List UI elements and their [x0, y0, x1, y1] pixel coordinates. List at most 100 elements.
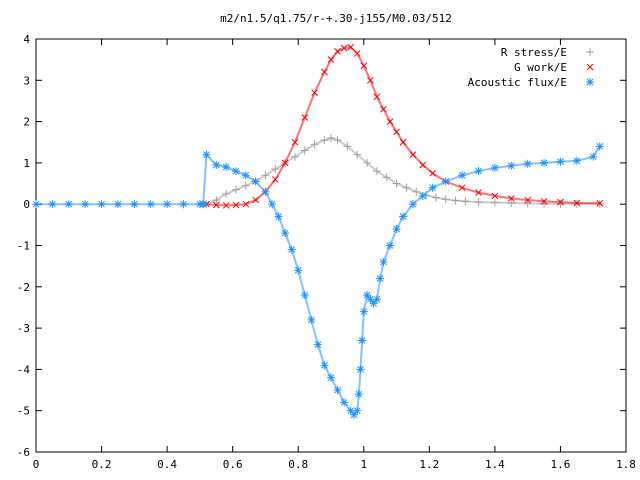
- data-point: [354, 390, 363, 399]
- x-tick-label: 1.8: [616, 458, 636, 471]
- x-tick-label: 0.6: [223, 458, 243, 471]
- data-point: [360, 62, 368, 70]
- data-point: [557, 198, 564, 206]
- data-point: [202, 150, 211, 159]
- data-point: [300, 291, 309, 300]
- data-point: [451, 196, 460, 205]
- x-tick-label: 1.6: [551, 458, 571, 471]
- data-point: [419, 161, 427, 169]
- series-line: [36, 145, 601, 417]
- data-point: [458, 184, 466, 192]
- data-point: [320, 361, 329, 370]
- y-tick-label: -5: [17, 405, 30, 418]
- y-tick-label: -1: [17, 240, 30, 253]
- data-point: [320, 136, 329, 145]
- data-point: [402, 183, 411, 192]
- y-tick-label: -4: [17, 363, 31, 376]
- data-point: [474, 198, 483, 207]
- data-point: [268, 200, 276, 209]
- legend: R stress/E G work/E Acoustic flux/E: [468, 46, 594, 89]
- data-point: [393, 128, 400, 136]
- data-point: [281, 229, 290, 238]
- legend-label: R stress/E: [501, 46, 567, 59]
- data-point: [369, 299, 378, 308]
- data-point: [291, 138, 299, 146]
- data-point: [290, 152, 299, 161]
- data-point: [179, 200, 188, 209]
- data-point: [363, 158, 372, 167]
- y-tick-label: 2: [23, 116, 30, 129]
- data-point: [475, 189, 482, 196]
- series-2: [32, 142, 604, 419]
- plot-frame: [35, 38, 627, 453]
- data-point: [366, 76, 374, 84]
- data-point: [461, 197, 470, 206]
- data-point: [307, 315, 316, 324]
- data-point: [287, 245, 296, 254]
- legend-marker: [586, 78, 594, 86]
- data-point: [327, 56, 335, 64]
- data-point: [376, 274, 385, 283]
- data-point: [431, 193, 440, 202]
- y-tick-label: -6: [17, 446, 30, 459]
- data-point: [48, 200, 57, 209]
- data-point: [372, 167, 381, 176]
- data-point: [507, 161, 516, 170]
- data-point: [64, 200, 73, 209]
- data-point: [412, 187, 421, 196]
- data-point: [490, 163, 499, 172]
- data-point: [271, 165, 280, 174]
- data-point: [261, 187, 270, 196]
- data-point: [349, 410, 358, 419]
- data-point: [573, 199, 581, 207]
- data-point: [343, 142, 352, 151]
- data-point: [146, 200, 155, 209]
- data-point: [507, 198, 516, 207]
- data-point: [491, 192, 499, 200]
- data-point: [281, 159, 289, 167]
- data-point: [251, 177, 260, 186]
- data-point: [231, 185, 240, 194]
- data-point: [261, 171, 270, 180]
- data-point: [222, 202, 230, 209]
- data-point: [327, 373, 335, 382]
- x-tick-label: 0.2: [92, 458, 112, 471]
- data-point: [392, 179, 401, 188]
- y-tick-label: 3: [23, 74, 30, 87]
- data-point: [386, 241, 394, 250]
- data-point: [163, 200, 172, 209]
- data-point: [333, 136, 342, 145]
- data-point: [222, 163, 231, 172]
- data-point: [556, 157, 565, 166]
- data-point: [595, 142, 604, 151]
- data-point: [294, 266, 303, 275]
- data-point: [301, 114, 309, 121]
- data-point: [507, 195, 515, 202]
- data-point: [540, 158, 549, 167]
- data-point: [311, 89, 318, 97]
- data-point: [32, 200, 40, 209]
- data-point: [490, 198, 499, 207]
- data-point: [313, 340, 322, 349]
- data-point: [353, 50, 361, 57]
- y-tick-label: 0: [23, 198, 30, 211]
- legend-marker: [586, 63, 594, 71]
- data-point: [429, 169, 436, 177]
- data-point: [441, 195, 450, 204]
- data-point: [199, 200, 208, 209]
- data-point: [441, 177, 450, 186]
- data-point: [386, 118, 394, 125]
- data-point: [540, 197, 548, 205]
- data-point: [300, 146, 309, 155]
- data-point: [399, 138, 407, 146]
- data-point: [241, 181, 250, 190]
- series-0: [202, 134, 604, 209]
- data-point: [340, 44, 348, 52]
- data-point: [380, 105, 387, 113]
- data-point: [363, 291, 372, 300]
- data-point: [418, 191, 427, 200]
- data-point: [409, 151, 417, 158]
- data-point: [596, 200, 604, 207]
- data-point: [356, 365, 365, 374]
- data-point: [97, 200, 106, 209]
